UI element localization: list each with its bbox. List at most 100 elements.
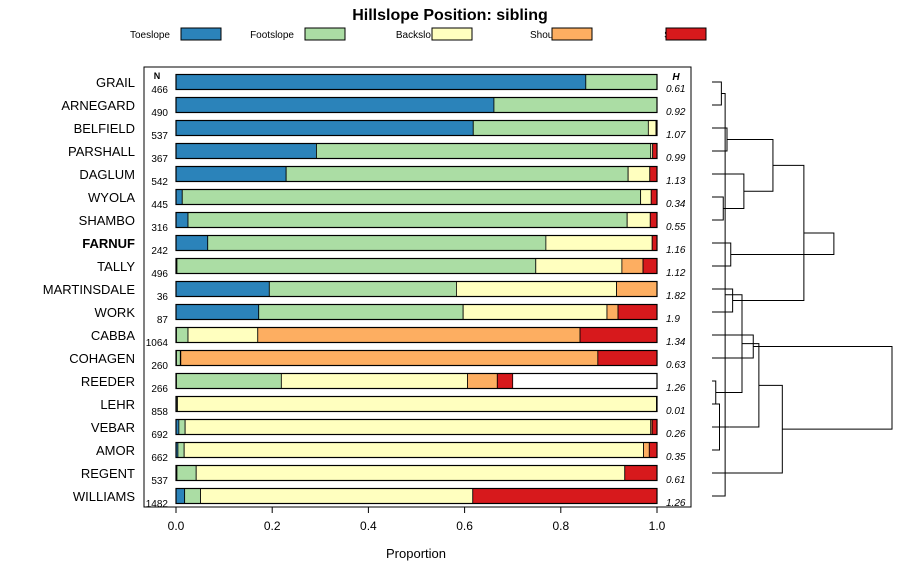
legend-label-shoulder: Shoulder xyxy=(530,30,571,41)
n-value-amor: 662 xyxy=(151,453,168,464)
bar-outline-work xyxy=(175,303,658,321)
h-value-reeder: 1.26 xyxy=(666,383,686,394)
category-label-reeder: REEDER xyxy=(81,374,135,389)
bar-martinsdale-backslope xyxy=(456,281,617,297)
dendrogram-link-15 xyxy=(712,384,783,474)
bar-outline-farnuf xyxy=(175,234,658,252)
bar-outline-arnegard xyxy=(175,96,658,114)
h-value-farnuf: 1.16 xyxy=(666,245,686,256)
n-value-williams: 1482 xyxy=(146,499,169,510)
bar-outline-tally xyxy=(175,257,658,275)
bar-outline-wyola xyxy=(175,188,658,206)
h-value-amor: 0.35 xyxy=(666,452,686,463)
bar-outline-vebar xyxy=(175,418,658,436)
bar-shambo-backslope xyxy=(626,212,651,228)
legend-swatch-backslope xyxy=(431,27,473,41)
bar-lehr-backslope xyxy=(177,396,657,412)
bar-amor-backslope xyxy=(183,442,644,458)
dendrogram-link-18 xyxy=(753,346,893,430)
h-value-shambo: 0.55 xyxy=(666,222,686,233)
legend-swatch-footslope xyxy=(304,27,346,41)
bar-outline-cohagen xyxy=(175,349,658,367)
n-value-martinsdale: 36 xyxy=(157,292,169,303)
category-label-cabba: CABBA xyxy=(91,328,135,343)
bar-work-shoulder xyxy=(606,304,619,320)
bar-regent-summit xyxy=(624,465,658,481)
bar-martinsdale-toeslope xyxy=(175,281,270,297)
bar-wyola-summit xyxy=(650,189,658,205)
bar-martinsdale-footslope xyxy=(268,281,457,297)
n-value-reeder: 266 xyxy=(151,384,168,395)
dendrogram-link-1 xyxy=(712,380,717,405)
bar-cabba-backslope xyxy=(187,327,259,343)
legend-label-toeslope: Toeslope xyxy=(130,30,170,41)
h-value-work: 1.9 xyxy=(666,314,680,325)
bar-amor-shoulder xyxy=(643,442,650,458)
h-value-williams: 1.26 xyxy=(666,498,686,509)
h-value-parshall: 0.99 xyxy=(666,153,686,164)
bar-arnegard-toeslope xyxy=(175,97,495,113)
bar-outline-amor xyxy=(175,441,658,459)
bar-cabba-footslope xyxy=(176,327,189,343)
legend: ToeslopeFootslopeBackslopeShoulderSummit xyxy=(130,27,707,41)
n-value-shambo: 316 xyxy=(151,223,168,234)
bar-cohagen-footslope xyxy=(176,350,181,366)
bar-farnuf-summit xyxy=(651,235,658,251)
bar-shambo-toeslope xyxy=(175,212,189,228)
legend-label-footslope: Footslope xyxy=(250,30,294,41)
bar-williams-footslope xyxy=(184,488,201,504)
category-label-lehr: LEHR xyxy=(100,397,135,412)
h-value-lehr: 0.01 xyxy=(666,406,685,417)
bar-parshall-toeslope xyxy=(175,143,317,159)
bar-daglum-backslope xyxy=(627,166,651,182)
n-value-grail: 466 xyxy=(151,85,168,96)
bar-wyola-footslope xyxy=(181,189,642,205)
x-tick-label-0: 0.0 xyxy=(168,519,185,533)
h-value-cabba: 1.34 xyxy=(666,337,686,348)
dendrogram-link-16 xyxy=(732,164,805,301)
h-value-vebar: 0.26 xyxy=(666,429,686,440)
h-value-daglum: 1.13 xyxy=(666,176,686,187)
category-label-belfield: BELFIELD xyxy=(74,121,135,136)
bar-outline-williams xyxy=(175,487,658,505)
bar-farnuf-backslope xyxy=(545,235,653,251)
bar-williams-summit xyxy=(472,488,658,504)
bar-cabba-shoulder xyxy=(257,327,581,343)
dendrogram-link-3 xyxy=(712,81,722,106)
bar-cohagen-summit xyxy=(597,350,658,366)
bar-grail-toeslope xyxy=(175,74,587,90)
h-value-martinsdale: 1.82 xyxy=(666,291,686,302)
h-value-wyola: 0.34 xyxy=(666,199,686,210)
category-label-farnuf: FARNUF xyxy=(82,236,135,251)
h-value-arnegard: 0.92 xyxy=(666,107,686,118)
bar-outline-shambo xyxy=(175,211,658,229)
x-tick-label-3: 0.6 xyxy=(456,519,473,533)
dendrogram-link-14 xyxy=(727,139,774,192)
x-tick-label-4: 0.8 xyxy=(552,519,569,533)
bar-amor-summit xyxy=(648,442,658,458)
n-value-cabba: 1064 xyxy=(146,338,169,349)
bar-work-toeslope xyxy=(175,304,260,320)
x-axis-label: Proportion xyxy=(386,546,446,561)
n-value-vebar: 692 xyxy=(151,430,168,441)
bar-tally-summit xyxy=(642,258,658,274)
n-value-tally: 496 xyxy=(151,269,168,280)
category-label-wyola: WYOLA xyxy=(88,190,135,205)
bar-martinsdale-shoulder xyxy=(616,281,658,297)
legend-label-backslope: Backslope xyxy=(396,30,443,41)
bar-belfield-toeslope xyxy=(175,120,474,136)
dendrogram xyxy=(712,81,893,497)
h-value-tally: 1.12 xyxy=(666,268,686,279)
legend-swatch-shoulder xyxy=(551,27,593,41)
n-value-arnegard: 490 xyxy=(151,108,168,119)
bar-daglum-toeslope xyxy=(175,166,287,182)
category-label-daglum: DAGLUM xyxy=(79,167,135,182)
bar-wyola-toeslope xyxy=(175,189,183,205)
bar-arnegard-footslope xyxy=(493,97,658,113)
bar-reeder-backslope xyxy=(280,373,468,389)
bar-tally-backslope xyxy=(535,258,623,274)
h-header: H xyxy=(672,72,680,83)
n-value-regent: 537 xyxy=(151,476,168,487)
bar-regent-footslope xyxy=(176,465,197,481)
